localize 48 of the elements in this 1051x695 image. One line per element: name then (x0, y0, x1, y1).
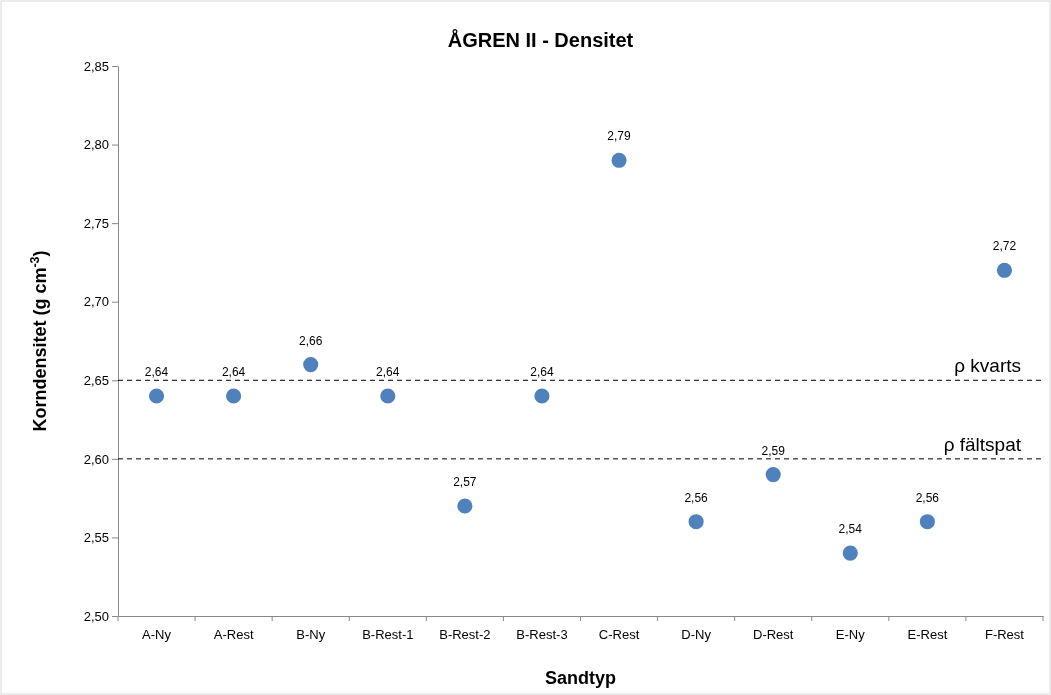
data-label: 2,56 (684, 490, 709, 505)
x-tick-label: C-Rest (598, 627, 640, 643)
x-tick-label: F-Rest (984, 627, 1025, 643)
chart-title: ÅGREN II - Densitet (447, 28, 634, 51)
data-label: 2,79 (607, 129, 632, 144)
data-label: 2,64 (144, 365, 169, 379)
x-tick-label: B-Rest-2 (439, 627, 491, 643)
point (534, 388, 550, 404)
data-label: 2,56 (915, 490, 940, 505)
x-tick-label: D-Rest (752, 627, 794, 643)
x-tick-label: E-Rest (907, 627, 948, 643)
data-label: 2,57 (453, 475, 477, 489)
y-tick-label: 2,50 (83, 608, 109, 624)
point (148, 388, 165, 404)
data-label: 2,64 (221, 365, 246, 379)
ref-line-label: ρ fältspat (943, 433, 1022, 455)
x-tick-label: B-Rest-1 (362, 627, 414, 643)
point (611, 152, 627, 168)
point (457, 498, 473, 514)
y-tick-label: 2,80 (83, 137, 109, 153)
point (226, 388, 242, 404)
ref-line-label: ρ kvarts (954, 355, 1021, 377)
x-tick-label: B-Ny (296, 627, 326, 643)
point (380, 388, 396, 404)
y-tick-label: 2,55 (83, 530, 109, 546)
data-label: 2,64 (376, 365, 400, 379)
point (688, 514, 704, 530)
point (996, 262, 1013, 278)
y-tick-label: 2,60 (83, 451, 109, 467)
data-label: 2,72 (992, 239, 1017, 254)
x-tick-label: E-Ny (835, 627, 866, 643)
point (842, 545, 858, 561)
y-tick-label: 2,70 (83, 294, 109, 310)
y-tick-label: 2,65 (83, 372, 109, 388)
y-tick-label: 2,85 (83, 58, 109, 74)
y-tick-label: 2,75 (83, 215, 109, 231)
data-label: 2,66 (299, 333, 323, 348)
x-tick-label: D-Ny (681, 627, 712, 643)
x-tick-label: B-Rest-3 (516, 627, 568, 643)
x-tick-label: A-Rest (213, 627, 254, 643)
x-axis-title: Sandtyp (544, 668, 617, 688)
point (303, 357, 319, 373)
data-label: 2,64 (530, 365, 554, 379)
data-label: 2,54 (838, 522, 863, 537)
point (765, 467, 781, 483)
x-tick-label: A-Ny (142, 627, 172, 643)
data-label: 2,59 (761, 443, 786, 458)
point (919, 514, 935, 530)
